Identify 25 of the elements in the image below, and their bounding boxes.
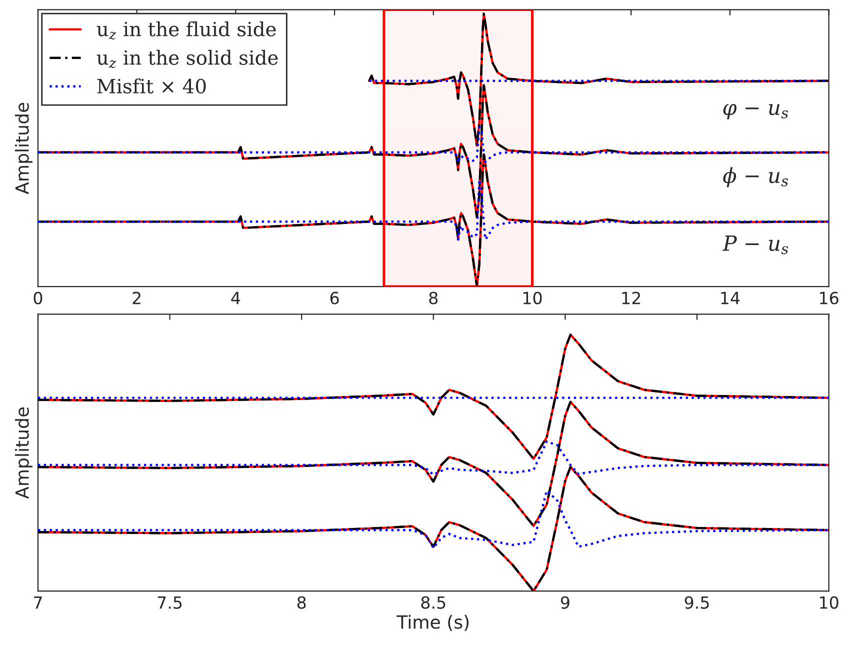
x-tick-label: 14 bbox=[721, 292, 740, 304]
x-tick-label: 8.5 bbox=[421, 596, 446, 609]
x-tick-label: 4 bbox=[231, 292, 240, 304]
annotation: ϕ − u$_{s}$ bbox=[723, 167, 788, 188]
x-tick-label: 8 bbox=[429, 292, 438, 304]
x-tick-label: 0 bbox=[34, 292, 42, 304]
x-tick-label: 8 bbox=[297, 596, 306, 609]
x-tick-label: 7.5 bbox=[158, 596, 182, 609]
x-tick-label: 7 bbox=[34, 596, 42, 609]
legend-label: u$_{z}$ in the fluid side bbox=[96, 21, 276, 40]
x-tick-label: 9 bbox=[560, 596, 570, 609]
legend-label: u$_{z}$ in the solid side bbox=[96, 50, 278, 68]
x-tick-label: 2 bbox=[132, 292, 140, 304]
y-axis-title: Amplitude bbox=[14, 102, 32, 194]
x-tick-label: 9.5 bbox=[684, 596, 709, 609]
y-axis-title: Amplitude bbox=[14, 407, 32, 499]
x-tick-label: 10 bbox=[820, 596, 838, 609]
x-axis-title: Time (s) bbox=[396, 614, 469, 631]
annotation: P − u$_{s}$ bbox=[722, 236, 788, 254]
x-tick-label: 16 bbox=[820, 292, 838, 304]
legend-label: Misfit × 40 bbox=[97, 78, 206, 94]
annotation: φ − u$_{s}$ bbox=[723, 104, 788, 120]
x-tick-label: 6 bbox=[330, 292, 339, 304]
x-tick-label: 10 bbox=[523, 292, 542, 304]
x-tick-label: 12 bbox=[622, 292, 640, 304]
